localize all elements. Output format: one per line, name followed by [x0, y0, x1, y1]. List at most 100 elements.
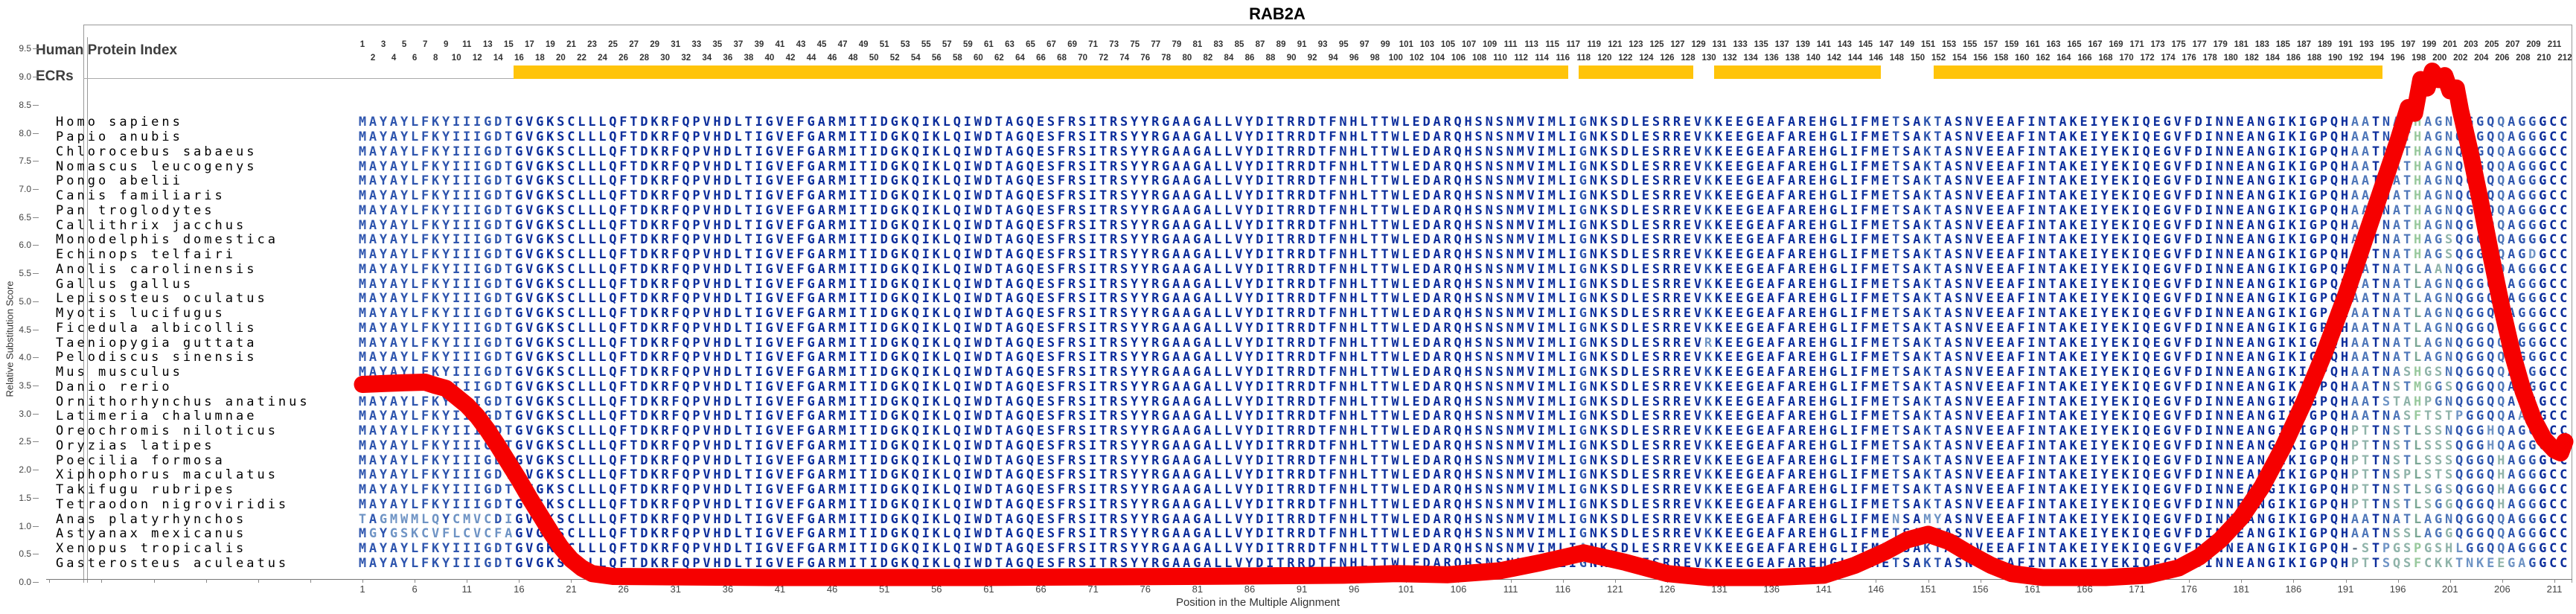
position-number: 16 — [514, 54, 524, 63]
x-tick-label: 201 — [2441, 583, 2458, 595]
position-number: 108 — [1471, 54, 1487, 63]
position-number: 84 — [1224, 54, 1234, 63]
x-tick-label: 111 — [1503, 583, 1518, 595]
position-number: 177 — [2192, 40, 2207, 49]
position-number: 162 — [2036, 54, 2051, 63]
x-tick-label: 101 — [1398, 583, 1415, 595]
x-tick-label: 211 — [2546, 583, 2563, 595]
position-number: 136 — [1764, 54, 1779, 63]
position-number: 76 — [1140, 54, 1151, 63]
position-number: 150 — [1910, 54, 1925, 63]
y-tick-label: 4.5 — [19, 324, 31, 335]
position-number: 197 — [2401, 40, 2416, 49]
position-number: 77 — [1151, 40, 1161, 49]
ecr-segment — [514, 65, 1568, 79]
x-tick-label: 6 — [412, 583, 418, 595]
x-tick-mark — [832, 579, 834, 583]
species-label: Papio anubis — [56, 129, 183, 145]
position-number: 89 — [1276, 40, 1286, 49]
position-number: 208 — [2516, 54, 2531, 63]
position-number: 69 — [1067, 40, 1078, 49]
page-title: RAB2A — [1249, 4, 1305, 23]
x-tick-label: 166 — [2077, 583, 2093, 595]
ecr-track-baseline — [83, 78, 514, 79]
position-number: 1 — [359, 40, 365, 49]
position-number: 116 — [1556, 54, 1570, 63]
x-tick-mark — [519, 579, 520, 583]
x-tick-label: 191 — [2337, 583, 2354, 595]
y-tick-label: 1.5 — [19, 492, 31, 503]
x-tick-mark — [571, 579, 572, 583]
x-tick-mark — [101, 579, 103, 583]
position-number: 11 — [462, 40, 472, 49]
position-number: 60 — [973, 54, 983, 63]
position-number: 140 — [1806, 54, 1821, 63]
position-number: 192 — [2348, 54, 2364, 63]
species-label: Ficedula albicollis — [56, 320, 258, 336]
y-tick-label: 2.0 — [19, 464, 31, 476]
position-number: 147 — [1879, 40, 1894, 49]
position-number: 22 — [577, 54, 587, 63]
position-number: 163 — [2046, 40, 2061, 49]
position-number: 33 — [691, 40, 702, 49]
position-number: 129 — [1691, 40, 1706, 49]
y-tick-mark — [33, 357, 39, 359]
position-number: 212 — [2557, 54, 2572, 63]
x-tick-mark — [1458, 579, 1460, 583]
position-number: 114 — [1535, 54, 1549, 63]
x-tick-mark — [1145, 579, 1146, 583]
x-tick-mark — [1406, 579, 1407, 583]
position-number: 98 — [1370, 54, 1380, 63]
position-number: 62 — [994, 54, 1004, 63]
x-tick-mark — [310, 579, 311, 583]
position-number: 123 — [1629, 40, 1643, 49]
position-number: 74 — [1119, 54, 1130, 63]
y-tick-mark — [33, 188, 39, 190]
position-number: 165 — [2067, 40, 2082, 49]
x-tick-label: 86 — [1244, 583, 1256, 595]
position-number: 180 — [2223, 54, 2238, 63]
position-number: 65 — [1026, 40, 1035, 49]
x-tick-mark — [2137, 579, 2138, 583]
y-tick-mark — [33, 413, 39, 415]
position-number: 100 — [1388, 54, 1403, 63]
position-number: 44 — [806, 54, 816, 63]
x-tick-mark — [2189, 579, 2190, 583]
x-tick-mark — [675, 579, 677, 583]
position-number: 6 — [412, 54, 418, 63]
species-label: Oreochromis niloticus — [56, 423, 278, 439]
position-number: 68 — [1057, 54, 1067, 63]
position-number: 109 — [1482, 40, 1498, 49]
position-number: 12 — [472, 54, 482, 63]
y-tick-mark — [33, 582, 39, 583]
species-label: Tetraodon nigroviridis — [56, 496, 290, 512]
y-tick-label: 9.0 — [19, 71, 31, 83]
position-number: 38 — [744, 54, 754, 63]
position-number: 138 — [1785, 54, 1800, 63]
position-number: 103 — [1419, 40, 1434, 49]
position-number: 167 — [2088, 40, 2103, 49]
y-tick-label: 7.0 — [19, 183, 31, 194]
x-tick-mark — [1928, 579, 1929, 583]
position-number: 80 — [1182, 54, 1192, 63]
position-number: 42 — [785, 54, 796, 63]
position-number: 156 — [1973, 54, 1988, 63]
species-label: Lepisosteus oculatus — [56, 291, 268, 307]
position-number: 119 — [1587, 40, 1602, 49]
position-number: 8 — [432, 54, 438, 63]
position-number: 25 — [608, 40, 618, 49]
ecrs-label: ECRs — [36, 68, 74, 84]
position-number: 186 — [2286, 54, 2301, 63]
position-number: 10 — [451, 54, 461, 63]
